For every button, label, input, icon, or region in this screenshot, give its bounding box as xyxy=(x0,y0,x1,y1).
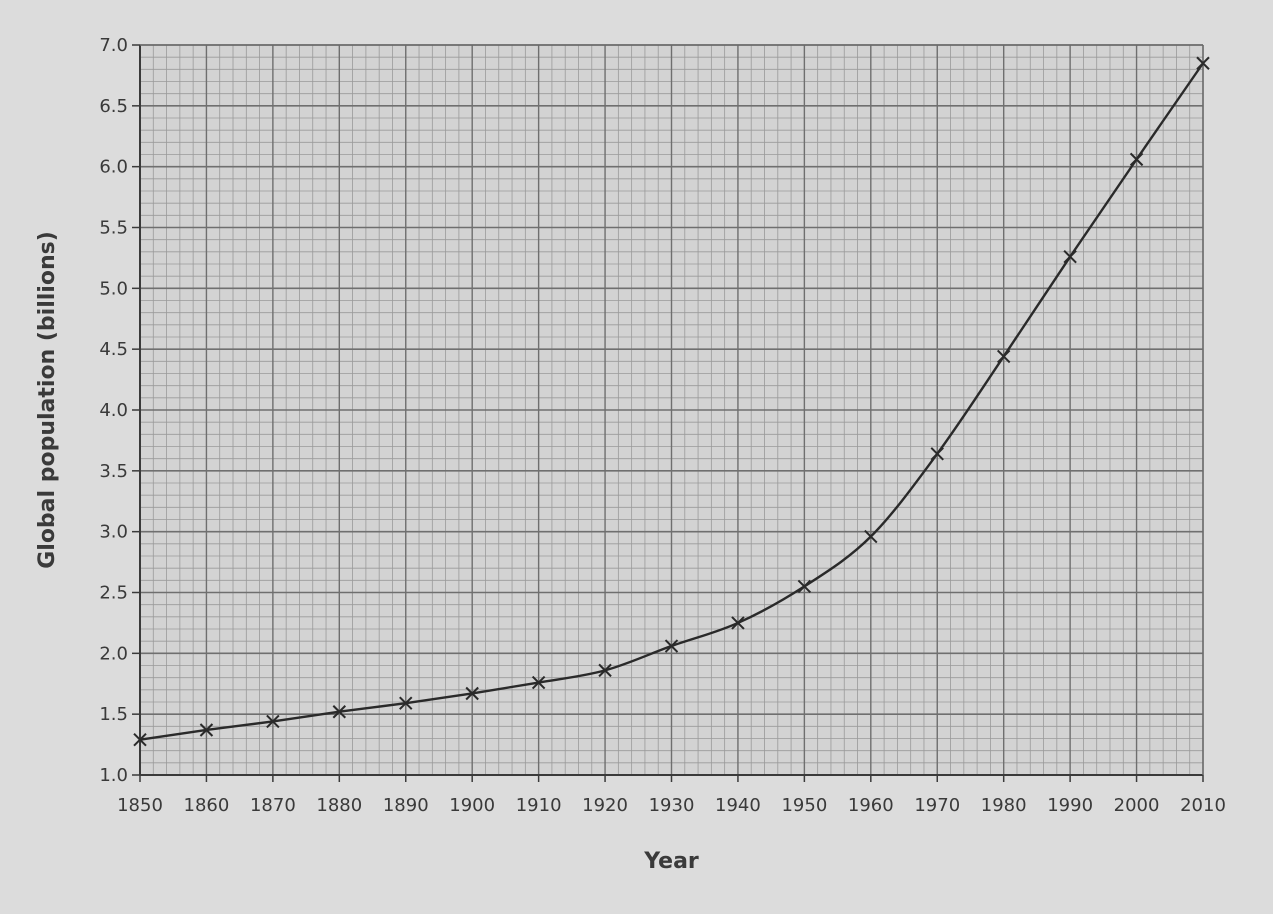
data-point-marker xyxy=(399,696,413,710)
data-point-marker xyxy=(1196,56,1210,70)
x-tick-label: 1910 xyxy=(516,795,562,816)
x-axis-ticks: 1850 1860 1870 1880 1890 1900 1910 1920 1930 1940… xyxy=(117,775,1226,816)
x-tick-label: 1880 xyxy=(316,795,362,816)
y-axis-ticks: 1.0 1.5 2.0 2.5 3.0 3.5 4.0 4.5 5.0 5.5 6.0 6.5 7.0 xyxy=(99,35,140,786)
x-tick-label: 2010 xyxy=(1180,795,1226,816)
x-tick-label: 1970 xyxy=(914,795,960,816)
series-group xyxy=(133,56,1210,747)
y-tick-label: 6.5 xyxy=(99,96,128,117)
data-point-marker xyxy=(731,616,745,630)
x-tick-label: 2000 xyxy=(1114,795,1160,816)
x-tick-label: 1930 xyxy=(649,795,695,816)
y-tick-label: 3.0 xyxy=(99,522,128,543)
x-tick-label: 1940 xyxy=(715,795,761,816)
x-tick-label: 1990 xyxy=(1047,795,1093,816)
x-tick-label: 1900 xyxy=(449,795,495,816)
x-tick-label: 1960 xyxy=(848,795,894,816)
data-point-marker xyxy=(1129,152,1144,167)
x-tick-label: 1860 xyxy=(184,795,230,816)
x-tick-label: 1920 xyxy=(582,795,628,816)
x-axis-title: Year xyxy=(643,849,699,874)
y-tick-label: 2.5 xyxy=(99,583,128,604)
data-point-marker xyxy=(930,447,944,461)
x-tick-label: 1980 xyxy=(981,795,1027,816)
population-line xyxy=(139,62,1204,741)
y-tick-label: 5.0 xyxy=(99,278,128,299)
x-tick-label: 1870 xyxy=(250,795,296,816)
y-tick-label: 6.0 xyxy=(99,157,128,178)
data-point-marker xyxy=(531,675,546,690)
y-tick-label: 4.5 xyxy=(99,339,128,360)
data-point-marker xyxy=(133,733,147,747)
y-axis-title: Global population (billions) xyxy=(35,231,60,569)
data-point-marker xyxy=(864,529,878,544)
y-tick-label: 7.0 xyxy=(99,35,128,56)
x-tick-label: 1890 xyxy=(383,795,429,816)
data-point-marker xyxy=(332,705,347,719)
x-tick-label: 1950 xyxy=(781,795,827,816)
data-point-marker xyxy=(797,579,812,594)
data-point-marker xyxy=(1063,249,1077,264)
y-tick-label: 1.5 xyxy=(99,704,128,725)
data-point-marker xyxy=(199,723,214,737)
y-tick-label: 5.5 xyxy=(99,218,128,239)
y-tick-label: 1.0 xyxy=(99,765,128,786)
x-tick-label: 1850 xyxy=(117,795,163,816)
data-point-marker xyxy=(465,686,479,701)
data-point-marker xyxy=(598,663,612,678)
data-point-marker xyxy=(664,639,679,653)
data-point-marker xyxy=(996,349,1011,364)
y-tick-label: 3.5 xyxy=(99,461,128,482)
y-tick-label: 4.0 xyxy=(99,400,128,421)
y-tick-label: 2.0 xyxy=(99,643,128,664)
data-point-marker xyxy=(266,714,280,729)
